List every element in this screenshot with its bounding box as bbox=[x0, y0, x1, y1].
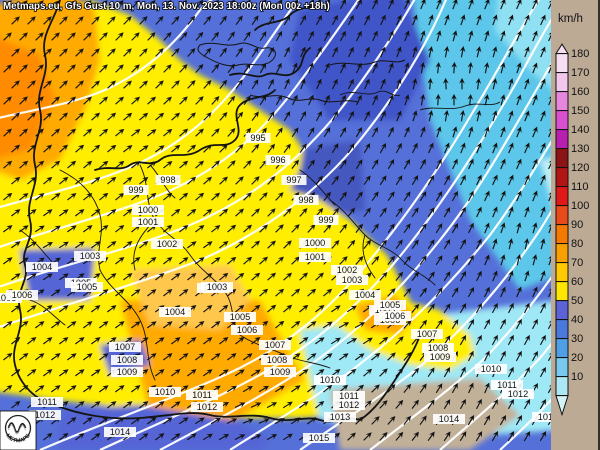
svg-text:1004: 1004 bbox=[355, 290, 375, 300]
svg-text:1006: 1006 bbox=[385, 311, 405, 321]
svg-text:120: 120 bbox=[571, 162, 589, 174]
svg-text:1002: 1002 bbox=[337, 265, 357, 275]
svg-text:1001: 1001 bbox=[305, 252, 325, 262]
svg-text:1002: 1002 bbox=[157, 239, 177, 249]
svg-text:1007: 1007 bbox=[417, 329, 437, 339]
svg-text:1014: 1014 bbox=[439, 414, 459, 424]
svg-text:1003: 1003 bbox=[342, 275, 362, 285]
svg-text:1004: 1004 bbox=[32, 262, 52, 272]
svg-text:1000: 1000 bbox=[138, 205, 158, 215]
svg-text:1004: 1004 bbox=[165, 307, 185, 317]
svg-text:1011: 1011 bbox=[37, 397, 57, 407]
svg-text:999: 999 bbox=[128, 185, 143, 195]
svg-text:150: 150 bbox=[571, 105, 589, 117]
svg-text:1006: 1006 bbox=[237, 325, 257, 335]
svg-text:998: 998 bbox=[298, 195, 313, 205]
svg-text:1009: 1009 bbox=[270, 367, 290, 377]
svg-text:60: 60 bbox=[571, 276, 583, 288]
svg-text:1012: 1012 bbox=[508, 389, 528, 399]
svg-text:110: 110 bbox=[571, 181, 589, 193]
svg-text:998: 998 bbox=[160, 175, 175, 185]
svg-text:999: 999 bbox=[318, 215, 333, 225]
svg-text:1001: 1001 bbox=[138, 217, 158, 227]
svg-text:1005: 1005 bbox=[380, 300, 400, 310]
svg-text:30: 30 bbox=[571, 333, 583, 345]
svg-text:1009: 1009 bbox=[117, 367, 137, 377]
svg-text:1011: 1011 bbox=[192, 390, 212, 400]
svg-text:100: 100 bbox=[571, 200, 589, 212]
svg-text:1003: 1003 bbox=[80, 251, 100, 261]
svg-text:130: 130 bbox=[571, 143, 589, 155]
svg-text:1005: 1005 bbox=[77, 282, 97, 292]
svg-text:996: 996 bbox=[270, 155, 285, 165]
svg-text:90: 90 bbox=[571, 219, 583, 231]
svg-text:1009: 1009 bbox=[430, 352, 450, 362]
svg-text:1012: 1012 bbox=[35, 410, 55, 420]
svg-text:50: 50 bbox=[571, 295, 583, 307]
svg-text:1014: 1014 bbox=[110, 427, 130, 437]
svg-text:80: 80 bbox=[571, 238, 583, 250]
svg-text:Metmaps.eu, Gfs Gust 10 m, Mon: Metmaps.eu, Gfs Gust 10 m, Mon, 13. Nov.… bbox=[3, 1, 330, 12]
svg-text:180: 180 bbox=[571, 48, 589, 60]
svg-text:1005: 1005 bbox=[230, 312, 250, 322]
svg-text:997: 997 bbox=[286, 175, 301, 185]
svg-text:1008: 1008 bbox=[267, 355, 287, 365]
svg-text:1000: 1000 bbox=[305, 238, 325, 248]
svg-text:km/h: km/h bbox=[558, 13, 583, 25]
svg-text:1007: 1007 bbox=[115, 342, 135, 352]
svg-text:1013: 1013 bbox=[330, 412, 350, 422]
svg-text:160: 160 bbox=[571, 86, 589, 98]
svg-text:20: 20 bbox=[571, 352, 583, 364]
svg-text:1012: 1012 bbox=[197, 402, 217, 412]
svg-text:170: 170 bbox=[571, 67, 589, 79]
svg-text:1006: 1006 bbox=[12, 290, 32, 300]
svg-text:1010: 1010 bbox=[320, 375, 340, 385]
svg-text:70: 70 bbox=[571, 257, 583, 269]
svg-text:10: 10 bbox=[571, 371, 583, 383]
svg-text:40: 40 bbox=[571, 314, 583, 326]
svg-text:1007: 1007 bbox=[265, 340, 285, 350]
svg-text:1010: 1010 bbox=[481, 364, 501, 374]
svg-text:995: 995 bbox=[250, 133, 265, 143]
svg-text:1010: 1010 bbox=[155, 387, 175, 397]
svg-text:140: 140 bbox=[571, 124, 589, 136]
svg-text:1015: 1015 bbox=[309, 433, 329, 443]
svg-text:1003: 1003 bbox=[207, 282, 227, 292]
svg-text:1008: 1008 bbox=[117, 355, 137, 365]
svg-text:1012: 1012 bbox=[339, 400, 359, 410]
